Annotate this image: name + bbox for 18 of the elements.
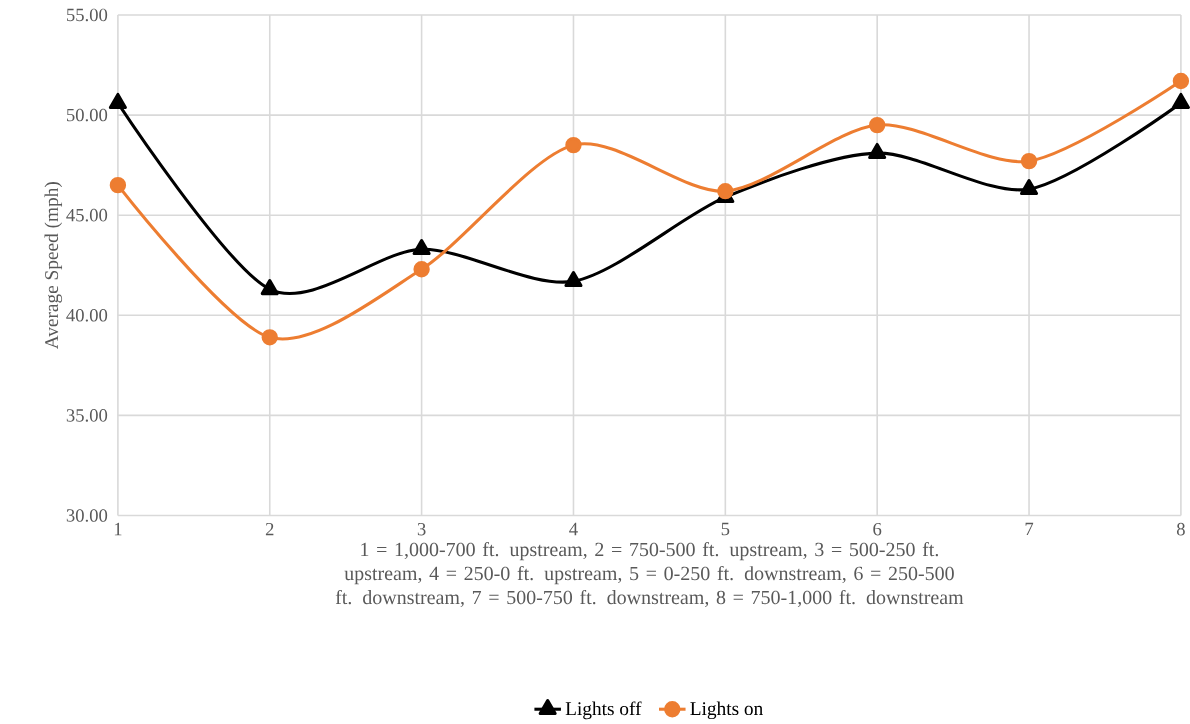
y-tick-label: 50.00 <box>66 108 108 122</box>
x-tick-label: 8 <box>1176 522 1185 536</box>
x-tick-label: 1 <box>114 522 122 536</box>
x-tick-label: 6 <box>873 522 882 536</box>
x-tick-label: 5 <box>721 522 730 536</box>
x-axis-title: 1 = 1,000-700 ft. upstream, 2 = 750-500 ft. upstream, 3 = 500-250 ft. upstream, 4 = 250-0 ft. upstream, 5 = 0-250 ft. downstream, 6 = 250-500 ft. downstream, 7 = 500-750 ft. downstream, 8 = 750-1,000 ft. downstream <box>335 541 964 607</box>
x-tick-label: 4 <box>569 522 578 535</box>
y-axis-title: Average Speed (mph) <box>44 181 63 349</box>
y-tick-label: 55.00 <box>66 8 108 22</box>
y-tick-label: 45.00 <box>66 208 108 222</box>
legend-label: Lights on <box>690 701 763 719</box>
x-tick-label: 7 <box>1025 522 1034 535</box>
y-tick-label: 35.00 <box>66 408 108 422</box>
x-tick-label: 2 <box>265 522 274 536</box>
x-tick-label: 3 <box>417 522 426 536</box>
y-tick-label: 30.00 <box>66 509 108 522</box>
legend-label: Lights off <box>565 701 642 720</box>
y-tick-label: 40.00 <box>66 308 108 322</box>
